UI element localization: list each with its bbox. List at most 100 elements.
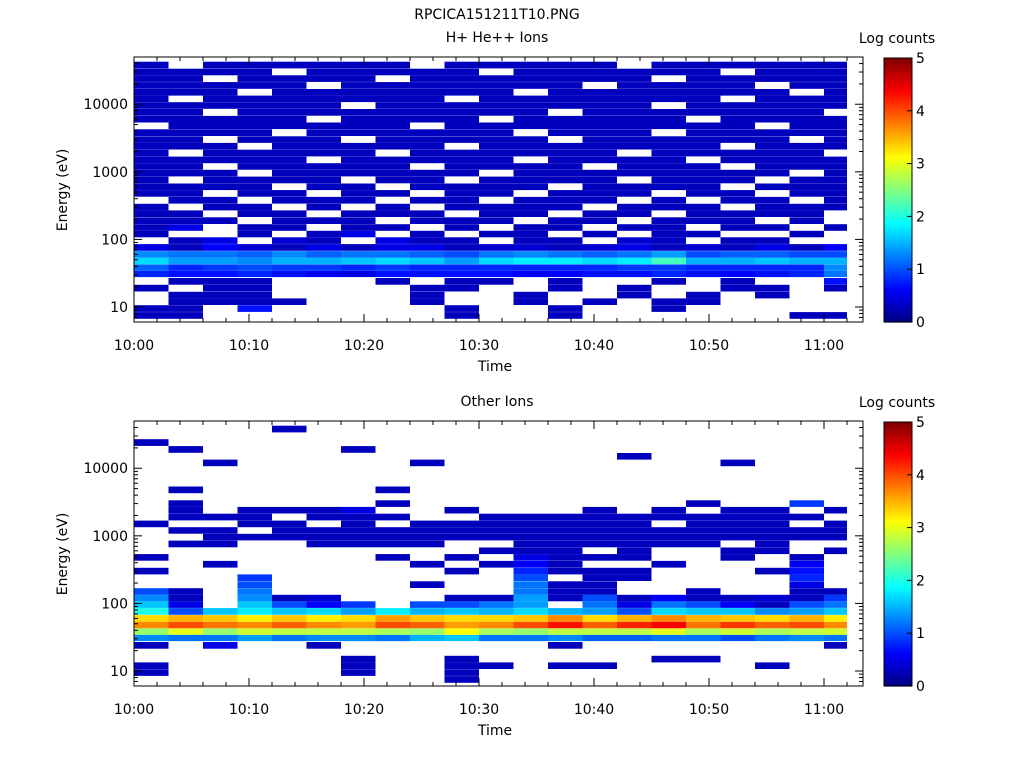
heatmap-cell [686, 594, 721, 602]
panel-2-title: Other Ions [460, 394, 533, 410]
heatmap-cell [134, 662, 169, 669]
colorbar-segment [884, 176, 912, 181]
heatmap-cell [824, 136, 847, 143]
heatmap-cell [444, 190, 479, 197]
heatmap-cell [375, 122, 410, 130]
heatmap-cell [548, 305, 583, 312]
heatmap-cell [479, 163, 514, 170]
heatmap-cell [755, 102, 790, 109]
heatmap-cell [686, 129, 721, 136]
heatmap-cell [341, 217, 376, 224]
heatmap-cell [513, 540, 548, 548]
heatmap-cell [134, 217, 169, 224]
heatmap-cell [306, 183, 341, 191]
colorbar-segment [884, 670, 912, 674]
heatmap-cell [479, 89, 514, 96]
heatmap-cell [686, 149, 721, 157]
heatmap-cell [582, 520, 617, 528]
heatmap-cell [686, 520, 721, 528]
heatmap-cell [203, 176, 238, 184]
heatmap-cell [341, 513, 376, 521]
heatmap-cell [272, 621, 307, 629]
heatmap-cell [203, 237, 238, 244]
heatmap-cell [720, 527, 755, 534]
heatmap-cell [651, 533, 686, 541]
colorbar-segment [884, 675, 912, 679]
colorbar-segment [884, 76, 912, 80]
heatmap-cell [272, 95, 307, 103]
heatmap-cell [755, 513, 790, 521]
heatmap-cell [444, 270, 479, 278]
colorbar-segment [884, 290, 912, 294]
colorbar-segment [884, 279, 912, 283]
heatmap-cell [651, 655, 686, 663]
heatmap-cell [548, 169, 583, 177]
panel-1-colorbar: 0 1 2 3 4 5 [883, 51, 925, 331]
heatmap-cell [513, 82, 548, 89]
heatmap-cell [686, 298, 721, 305]
colorbar-segment [884, 635, 912, 640]
heatmap-cell [548, 149, 583, 157]
heatmap-cell [548, 156, 583, 164]
heatmap-cell [755, 634, 790, 642]
colorbar-segment [884, 245, 912, 249]
heatmap-cell [341, 68, 376, 76]
heatmap-cell [686, 655, 721, 663]
heatmap-cell [272, 608, 307, 615]
heatmap-cell [720, 264, 755, 271]
heatmap-cell [686, 533, 721, 541]
heatmap-cell [410, 109, 445, 116]
heatmap-cell [375, 190, 410, 197]
heatmap-cell [755, 115, 790, 123]
heatmap-cell [617, 82, 652, 89]
heatmap-cell [755, 210, 790, 217]
heatmap-cell [617, 594, 652, 602]
colorbar-segment [884, 163, 912, 167]
heatmap-cell [617, 129, 652, 136]
heatmap-cell [168, 628, 203, 635]
heatmap-cell [341, 264, 376, 271]
heatmap-cell [582, 230, 617, 238]
heatmap-cell [272, 628, 307, 635]
colorbar-segment [884, 559, 912, 563]
heatmap-cell [686, 588, 721, 595]
heatmap-cell [755, 61, 790, 69]
heatmap-cell [824, 642, 847, 649]
colorbar-segment [884, 197, 912, 202]
heatmap-cell [789, 82, 824, 89]
heatmap-cell [824, 506, 847, 514]
heatmap-cell [272, 251, 307, 258]
heatmap-cell [582, 594, 617, 602]
colorbar-segment [884, 474, 912, 479]
colorbar-segment [884, 633, 912, 637]
colorbar-segment [884, 622, 912, 626]
heatmap-cell [479, 61, 514, 69]
heatmap-cell [548, 196, 583, 204]
heatmap-cell [479, 628, 514, 635]
heatmap-cell [444, 284, 479, 292]
heatmap-cell [410, 291, 445, 299]
colorbar-segment [884, 683, 912, 687]
colorbar-segment [884, 490, 912, 494]
heatmap-cell [582, 615, 617, 622]
heatmap-cell [548, 115, 583, 123]
heatmap-cell [272, 176, 307, 184]
heatmap-cell [410, 217, 445, 224]
heatmap-cell [341, 75, 376, 82]
colorbar-segment [884, 424, 912, 428]
heatmap-cell [237, 581, 272, 588]
heatmap-cell [272, 142, 307, 150]
heatmap-cell [548, 581, 583, 588]
heatmap-cell [272, 61, 307, 69]
heatmap-cell [272, 237, 307, 244]
heatmap-cell [513, 547, 548, 555]
colorbar-segment [884, 609, 912, 613]
heatmap-cell [203, 628, 238, 635]
heatmap-cell [375, 264, 410, 271]
heatmap-cell [755, 183, 790, 191]
heatmap-cell [686, 264, 721, 271]
heatmap-cell [272, 210, 307, 217]
heatmap-cell [582, 217, 617, 224]
heatmap-cell [375, 156, 410, 164]
heatmap-cell [686, 89, 721, 96]
